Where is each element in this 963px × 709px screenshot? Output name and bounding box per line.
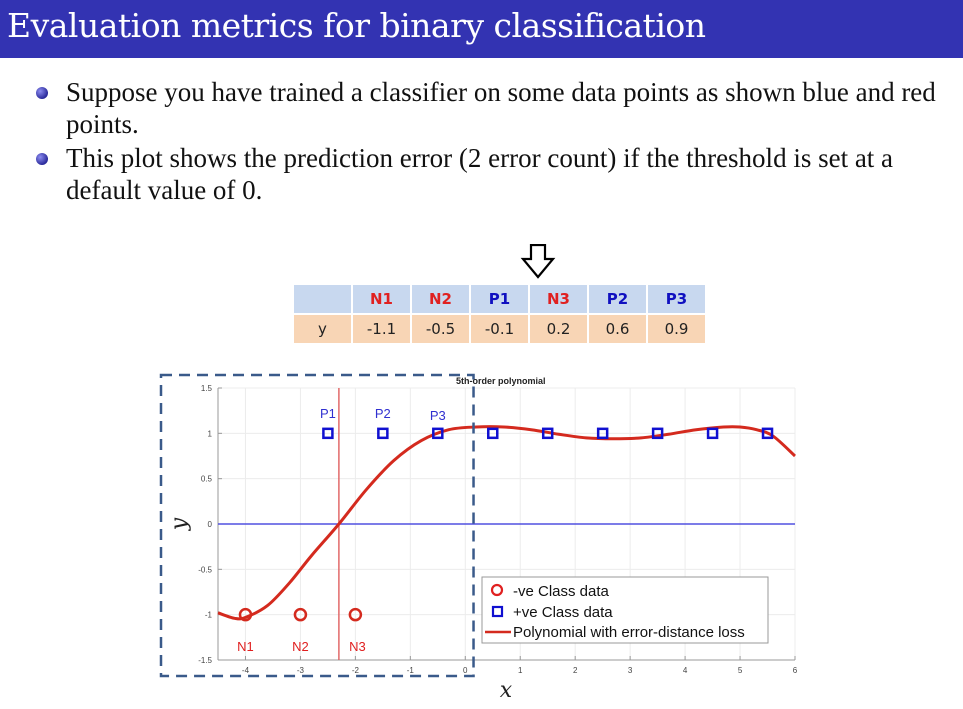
y-tick-label: 0.5 xyxy=(201,475,213,484)
negative-point-marker xyxy=(348,607,363,622)
table-header-row: N1 N2 P1 N3 P2 P3 xyxy=(294,285,705,313)
table-header-cell: N1 xyxy=(353,285,410,313)
positive-point-marker xyxy=(596,427,609,440)
square-marker-icon xyxy=(491,605,504,618)
positive-point-marker xyxy=(651,427,664,440)
data-point-markers xyxy=(238,427,774,622)
x-tick-label: -2 xyxy=(352,666,360,675)
x-tick-label: 4 xyxy=(683,666,688,675)
point-label: P2 xyxy=(375,406,391,421)
x-axis-label: x xyxy=(500,678,513,703)
positive-point-marker xyxy=(706,427,719,440)
x-tick-label: 1 xyxy=(518,666,523,675)
table-cell: 0.9 xyxy=(648,315,705,343)
table-row: y -1.1 -0.5 -0.1 0.2 0.6 0.9 xyxy=(294,315,705,343)
table-header-cell: P3 xyxy=(648,285,705,313)
table-cell: 0.6 xyxy=(589,315,646,343)
positive-point-marker xyxy=(487,427,499,440)
table-header-cell: P2 xyxy=(589,285,646,313)
y-tick-label: -1.5 xyxy=(198,656,212,665)
legend-label: Polynomial with error-distance loss xyxy=(513,624,745,641)
chart-tick-labels: -4 -3 -2 -1 0 1 2 3 4 5 6 1.5 1 0.5 0 -0.5 -1 -1.5 xyxy=(198,384,798,675)
negative-point-marker xyxy=(238,607,253,622)
positive-point-marker xyxy=(541,427,554,440)
x-tick-label: 2 xyxy=(573,666,578,675)
slide-title-bar: Evaluation metrics for binary classifica… xyxy=(0,0,963,58)
y-tick-label: 1.5 xyxy=(201,384,213,393)
chart-title: 5th-order polynomial xyxy=(456,376,546,386)
polynomial-curve xyxy=(217,425,797,621)
bullet-text: This plot shows the prediction error (2 … xyxy=(66,143,894,205)
point-label: P1 xyxy=(320,406,336,421)
down-arrow-icon xyxy=(520,244,556,279)
bullet-icon xyxy=(36,87,48,99)
x-tick-label: 5 xyxy=(738,666,743,675)
slide-title: Evaluation metrics for binary classifica… xyxy=(7,6,706,45)
table-corner-cell xyxy=(294,285,351,313)
table-header-cell: P1 xyxy=(471,285,528,313)
bullet-text: Suppose you have trained a classifier on… xyxy=(66,77,936,139)
x-tick-label: -1 xyxy=(407,666,415,675)
legend-label: +ve Class data xyxy=(513,604,613,621)
data-point-labels: N1 N2 N3 P1 P2 P3 xyxy=(237,406,446,654)
table-header-cell: N2 xyxy=(412,285,469,313)
table-cell: -1.1 xyxy=(353,315,410,343)
positive-point-marker xyxy=(322,427,334,440)
x-tick-label: 0 xyxy=(463,666,468,675)
x-tick-label: 3 xyxy=(628,666,633,675)
positive-point-marker xyxy=(432,427,444,440)
y-tick-label: -1 xyxy=(205,611,213,620)
circle-marker-icon xyxy=(490,583,504,597)
y-tick-label: 1 xyxy=(208,429,213,438)
table-row-label: y xyxy=(294,315,351,343)
x-tick-label: -4 xyxy=(242,666,250,675)
bullet-item: This plot shows the prediction error (2 … xyxy=(36,142,961,206)
table-cell: -0.1 xyxy=(471,315,528,343)
point-label: N3 xyxy=(349,639,366,654)
negative-point-marker xyxy=(293,607,308,622)
threshold-table: N1 N2 P1 N3 P2 P3 y -1.1 -0.5 -0.1 0.2 0… xyxy=(292,283,707,345)
positive-point-marker xyxy=(761,427,774,440)
point-label: N1 xyxy=(237,639,254,654)
chart-legend: -ve Class data +ve Class data Polynomial… xyxy=(481,576,769,644)
point-label: P3 xyxy=(430,408,446,423)
y-axis-label: y xyxy=(167,517,192,531)
bullet-list: Suppose you have trained a classifier on… xyxy=(36,76,961,208)
positive-point-marker xyxy=(377,427,389,440)
x-tick-label: 6 xyxy=(793,666,798,675)
legend-label: -ve Class data xyxy=(513,583,610,600)
table-header-cell: N3 xyxy=(530,285,587,313)
x-tick-label: -3 xyxy=(297,666,305,675)
point-label: N2 xyxy=(292,639,309,654)
table-cell: -0.5 xyxy=(412,315,469,343)
y-tick-label: 0 xyxy=(208,520,213,529)
bullet-item: Suppose you have trained a classifier on… xyxy=(36,76,961,140)
bullet-icon xyxy=(36,153,48,165)
y-tick-label: -0.5 xyxy=(198,565,212,574)
table-cell: 0.2 xyxy=(530,315,587,343)
